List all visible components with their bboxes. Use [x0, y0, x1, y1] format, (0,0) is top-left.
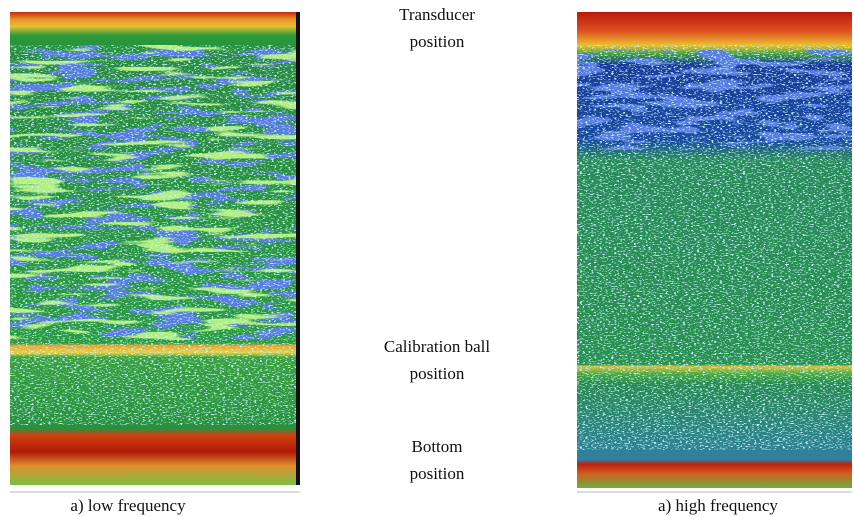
position-label: position — [410, 32, 465, 51]
position-label: Transducer — [399, 5, 475, 24]
left-echogram — [10, 12, 300, 485]
figure: Transducer position Calibration ball positi… — [0, 0, 854, 517]
panel-caption: a) low frequency — [70, 496, 186, 515]
position-label: Bottom — [411, 437, 462, 456]
position-label: position — [410, 364, 465, 383]
panel-caption: a) high frequency — [658, 496, 778, 515]
right-echogram — [577, 12, 852, 488]
position-label: Calibration ball — [384, 337, 491, 356]
position-label: position — [410, 464, 465, 483]
